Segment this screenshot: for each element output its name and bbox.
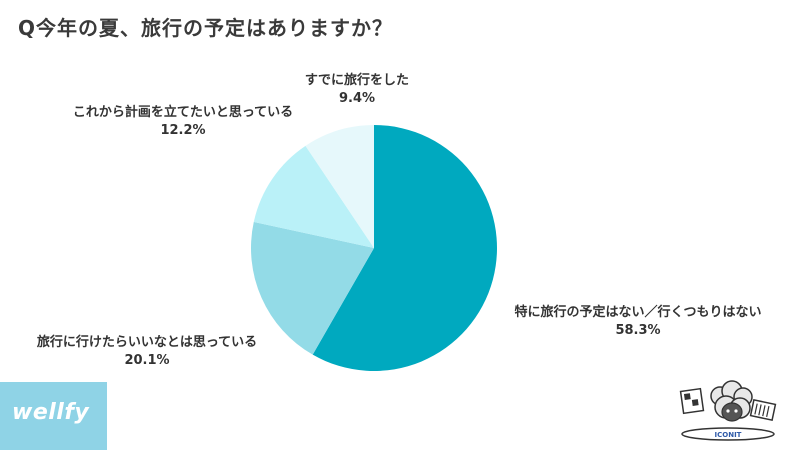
- pie-slice-2: [253, 145, 374, 248]
- slice-label-value: 9.4%: [338, 91, 376, 106]
- brand-logo-badge: wellfy: [0, 382, 107, 450]
- slice-label-value: 58.3%: [615, 323, 661, 338]
- pie-slice-3: [305, 125, 374, 248]
- slice-label-hope-to-go: 旅行に行けたらいいなとは思っている 20.1%: [14, 334, 280, 370]
- slice-label-text: 旅行に行けたらいいなとは思っている: [36, 335, 258, 350]
- sheep-mascot-icon: ICONIT: [679, 380, 777, 441]
- mascot-text: ICONIT: [715, 431, 742, 439]
- pie-slice-1: [251, 221, 374, 355]
- brand-logo-text: wellfy: [12, 400, 90, 425]
- slice-label-text: すでに旅行をした: [304, 73, 410, 88]
- pie-slice-0: [312, 125, 497, 371]
- slice-label-value: 12.2%: [160, 123, 206, 138]
- slice-label-already-traveled: すでに旅行をした 9.4%: [282, 72, 432, 108]
- slice-label-text: 特に旅行の予定はない／行くつもりはない: [514, 305, 762, 320]
- slice-label-text: これから計画を立てたいと思っている: [72, 105, 294, 120]
- slice-label-no-plans: 特に旅行の予定はない／行くつもりはない 58.3%: [488, 304, 788, 340]
- slice-label-value: 20.1%: [124, 353, 170, 368]
- chart-title: Q今年の夏、旅行の予定はありますか？: [18, 16, 394, 40]
- slice-label-planning: これから計画を立てたいと思っている 12.2%: [50, 104, 316, 140]
